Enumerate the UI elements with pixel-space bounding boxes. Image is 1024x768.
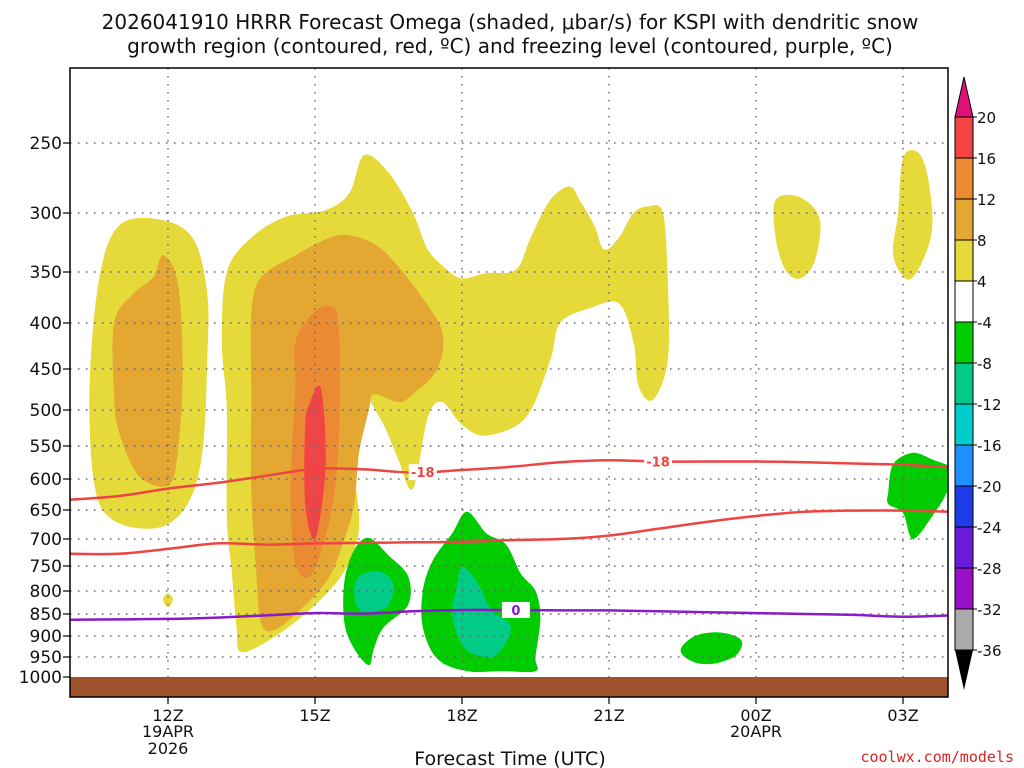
colorbar-swatch-5 bbox=[954, 321, 974, 364]
colorbar-label-11: -28 bbox=[977, 560, 1002, 578]
omega-region-green-right-edge bbox=[887, 452, 948, 540]
x-tick-label-12Z: 12Z bbox=[152, 706, 183, 725]
colorbar-swatch-10 bbox=[954, 526, 974, 569]
colorbar-swatch-3 bbox=[954, 239, 974, 282]
y-tick-label-400: 400 bbox=[30, 314, 62, 334]
colorbar-swatch-0 bbox=[954, 116, 974, 159]
colorbar-label-7: -12 bbox=[977, 396, 1002, 414]
x-tick-label-00Z: 00Z bbox=[740, 706, 771, 725]
colorbar-label-0: 20 bbox=[977, 109, 996, 127]
y-tick-label-550: 550 bbox=[30, 437, 62, 457]
contour-label-dgz_-18-1: -18 bbox=[646, 456, 670, 471]
y-tick-label-1000: 1000 bbox=[19, 668, 62, 688]
y-tick-label-600: 600 bbox=[30, 470, 62, 490]
colorbar-label-9: -20 bbox=[977, 478, 1002, 496]
ground-strip bbox=[70, 677, 948, 697]
omega-region-yellow-dot-850 bbox=[163, 593, 173, 608]
colorbar-legend: 20 16 12 8 4 -4 -8 -12 -16 -20 -24 -28 -32 -36 bbox=[954, 76, 1002, 690]
colorbar-lower-arrow bbox=[955, 650, 973, 690]
y-tick-label-950: 950 bbox=[30, 648, 62, 668]
chart-title-line-1: 2026041910 HRRR Forecast Omega (shaded, … bbox=[102, 10, 919, 34]
y-tick-label-500: 500 bbox=[30, 401, 62, 421]
contour-dgz_-18 bbox=[70, 458, 948, 501]
colorbar-label-5: -4 bbox=[977, 314, 992, 332]
colorbar-label-8: -16 bbox=[977, 437, 1002, 455]
colorbar-swatch-7 bbox=[954, 403, 974, 446]
contour-dgz_-12 bbox=[70, 509, 948, 556]
colorbar-label-6: -8 bbox=[977, 355, 992, 373]
colorbar-upper-arrow bbox=[954, 76, 974, 118]
plot-frame bbox=[69, 67, 949, 698]
omega-region-green-lower-right bbox=[680, 632, 743, 665]
x-axis-label: Forecast Time (UTC) bbox=[414, 748, 605, 768]
colorbar-label-13: -36 bbox=[977, 642, 1002, 660]
omega-region-orange-left bbox=[112, 255, 183, 487]
colorbar-label-12: -32 bbox=[977, 601, 1002, 619]
y-tick-label-300: 300 bbox=[30, 204, 62, 224]
x-tick-date-00Z: 20APR bbox=[730, 722, 782, 741]
colorbar-swatch-8 bbox=[954, 444, 974, 487]
y-tick-label-700: 700 bbox=[30, 530, 62, 550]
chart-title-line-2: growth region (contoured, red, ºC) and f… bbox=[127, 34, 893, 58]
colorbar-swatch-4 bbox=[954, 280, 974, 323]
y-tick-label-450: 450 bbox=[30, 360, 62, 380]
contour-label-dgz_-18-0: -18 bbox=[411, 466, 435, 481]
contour-label-bg-freezing_0-0 bbox=[501, 602, 530, 619]
omega-region-teal-middle bbox=[452, 566, 512, 658]
colorbar-swatch-11 bbox=[954, 567, 974, 610]
y-tick-label-800: 800 bbox=[30, 582, 62, 602]
x-tick-label-21Z: 21Z bbox=[593, 706, 624, 725]
y-tick-label-900: 900 bbox=[30, 627, 62, 647]
y-tick-label-850: 850 bbox=[30, 605, 62, 625]
x-tick-year-12Z: 2026 bbox=[148, 739, 189, 758]
x-tick-label-18Z: 18Z bbox=[446, 706, 477, 725]
plot-area bbox=[70, 68, 948, 697]
colorbar-swatch-2 bbox=[954, 198, 974, 241]
contour-label-bg-dgz_-18-0 bbox=[408, 464, 437, 481]
colorbar-swatch-12 bbox=[954, 608, 974, 651]
x-tick-label-15Z: 15Z bbox=[299, 706, 330, 725]
y-tick-label-750: 750 bbox=[30, 557, 62, 577]
omega-region-yellow-300-small bbox=[773, 194, 821, 279]
x-tick-label-03Z: 03Z bbox=[887, 706, 918, 725]
y-tick-label-350: 350 bbox=[30, 263, 62, 283]
colorbar-swatch-9 bbox=[954, 485, 974, 528]
colorbar-label-3: 8 bbox=[977, 232, 987, 250]
contour-label-freezing_0-0: 0 bbox=[511, 604, 520, 619]
y-tick-label-250: 250 bbox=[30, 134, 62, 154]
colorbar-label-2: 12 bbox=[977, 191, 996, 209]
colorbar-swatch-6 bbox=[954, 362, 974, 405]
y-tick-label-650: 650 bbox=[30, 501, 62, 521]
y-axis: 2503003504004505005506006507007508008509… bbox=[19, 134, 70, 688]
colorbar-swatch-1 bbox=[954, 157, 974, 200]
omega-region-red-core bbox=[304, 385, 326, 540]
omega-region-yellow-250-small bbox=[892, 150, 933, 280]
contour-label-bg-dgz_-18-1 bbox=[644, 453, 672, 470]
colorbar-label-4: 4 bbox=[977, 273, 987, 291]
colorbar-label-1: 16 bbox=[977, 150, 996, 168]
colorbar-label-10: -24 bbox=[977, 519, 1002, 537]
plot-overlay: -18 -18 0 bbox=[70, 453, 948, 622]
x-tick-date-12Z: 19APR bbox=[142, 722, 194, 741]
site-credit: coolwx.com/models bbox=[860, 748, 1014, 766]
